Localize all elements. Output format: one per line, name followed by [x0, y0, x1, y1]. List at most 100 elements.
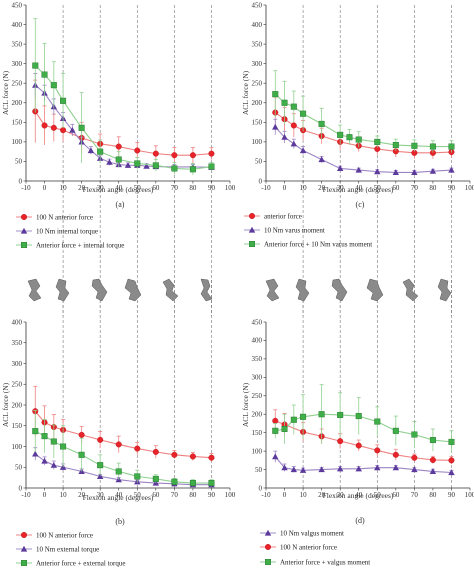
data-point [97, 462, 104, 469]
data-point [300, 413, 307, 420]
legend-marker [265, 544, 272, 551]
legend-marker [248, 240, 255, 247]
legend-item: Anterior force + external torque [16, 559, 125, 567]
legend-marker [20, 227, 28, 234]
legend-label: 10 Nm internal torque [36, 227, 98, 235]
legend-label: anterior force [264, 212, 302, 220]
y-tick-label: 0 [19, 484, 23, 492]
y-tick-label: 350 [12, 339, 23, 347]
x-tick-label: 20 [78, 491, 86, 499]
data-point [290, 103, 297, 110]
series-line [35, 430, 212, 484]
knee-pose-row [27, 278, 452, 302]
panel-label: (d) [355, 516, 365, 525]
y-tick-label: 50 [15, 158, 23, 166]
data-point [134, 147, 141, 154]
x-tick-label: 60 [152, 184, 160, 192]
data-point [411, 169, 418, 175]
data-point [143, 162, 150, 169]
legend-item: 10 Nm valgus moment [260, 529, 344, 537]
data-point [281, 99, 288, 106]
data-point [429, 437, 436, 444]
series [272, 118, 455, 175]
data-point [171, 451, 178, 458]
data-point [189, 166, 196, 173]
y-tick-label: 300 [252, 60, 263, 68]
data-point [189, 152, 196, 159]
y-tick-label: 250 [252, 392, 263, 400]
data-point [272, 417, 279, 424]
y-tick-label: 200 [12, 99, 23, 107]
x-tick-label: 80 [189, 184, 197, 192]
data-point [281, 425, 288, 432]
legend-marker [21, 532, 28, 539]
series [32, 385, 215, 462]
x-axis-label: Flexion angle (degrees) [323, 185, 394, 194]
x-tick-label: 60 [392, 491, 400, 499]
data-point [272, 427, 279, 434]
y-tick-label: 150 [252, 429, 263, 437]
legend-label: Anterior force + external torque [36, 559, 125, 567]
data-point [299, 147, 307, 154]
knee-pose-icon [265, 278, 280, 302]
y-tick-label: 400 [12, 318, 23, 326]
data-point [152, 162, 159, 169]
y-tick-label: 100 [12, 443, 23, 451]
y-tick-label: 100 [12, 138, 23, 146]
y-tick-label: 0 [259, 484, 263, 492]
data-point [299, 467, 307, 473]
x-tick-label: 90 [448, 491, 456, 499]
chart-panel-c: -10 0 10 20 30 40 50 60 70 80 90 100050100150200250… [241, 1, 474, 316]
legend-marker [248, 226, 256, 233]
data-point [448, 457, 455, 464]
data-point [272, 123, 279, 130]
data-point [208, 163, 215, 170]
y-tick-label: 250 [12, 80, 23, 88]
data-point [152, 475, 159, 482]
y-tick-label: 400 [252, 337, 263, 345]
knee-pose-icon [295, 278, 310, 302]
data-point [355, 136, 362, 143]
y-axis-label: ACL force (N) [1, 382, 10, 427]
legend-marker [20, 545, 28, 552]
y-tick-label: 200 [252, 99, 263, 107]
series [272, 450, 455, 476]
panel-label: (b) [115, 517, 125, 526]
x-tick-label: 10 [300, 184, 308, 192]
series-line [274, 126, 452, 173]
y-tick-label: 50 [255, 158, 263, 166]
y-tick-label: 150 [12, 422, 23, 430]
data-point [300, 110, 307, 117]
data-point [429, 143, 436, 150]
data-point [448, 469, 455, 476]
x-tick-label: 40 [115, 184, 123, 192]
legend-label: Anterior force + valgus moment [280, 558, 370, 566]
x-tick-label: 30 [337, 491, 345, 499]
series-line [275, 420, 452, 461]
chart-panel-d: -10 0 10 20 30 40 50 60 70 80 90 100050100150200250… [241, 280, 474, 566]
data-point [448, 166, 455, 173]
data-point [429, 468, 437, 474]
series [32, 409, 215, 487]
y-tick-label: 300 [252, 374, 263, 382]
legend-item: 10 Nm internal torque [16, 227, 98, 235]
x-tick-label: 20 [78, 184, 86, 192]
data-point [41, 457, 48, 464]
data-point [318, 120, 325, 127]
y-axis-label: ACL force (N) [1, 70, 10, 115]
data-point [106, 159, 113, 165]
data-point [374, 447, 381, 454]
data-point [115, 441, 122, 448]
legend-label: 100 N anterior force [280, 543, 337, 551]
data-point [448, 143, 455, 150]
knee-pose-icon [27, 278, 42, 302]
data-point [171, 165, 178, 172]
x-axis-label: Flexion angle (degrees) [83, 185, 154, 194]
x-tick-label: 100 [465, 491, 474, 499]
chart-panel-a: -10 0 10 20 30 40 50 60 70 80 90 100050100150200250… [1, 1, 236, 316]
x-tick-label: 50 [374, 491, 382, 499]
legend-marker [21, 560, 28, 567]
series [272, 409, 455, 465]
y-tick-label: 200 [12, 401, 23, 409]
